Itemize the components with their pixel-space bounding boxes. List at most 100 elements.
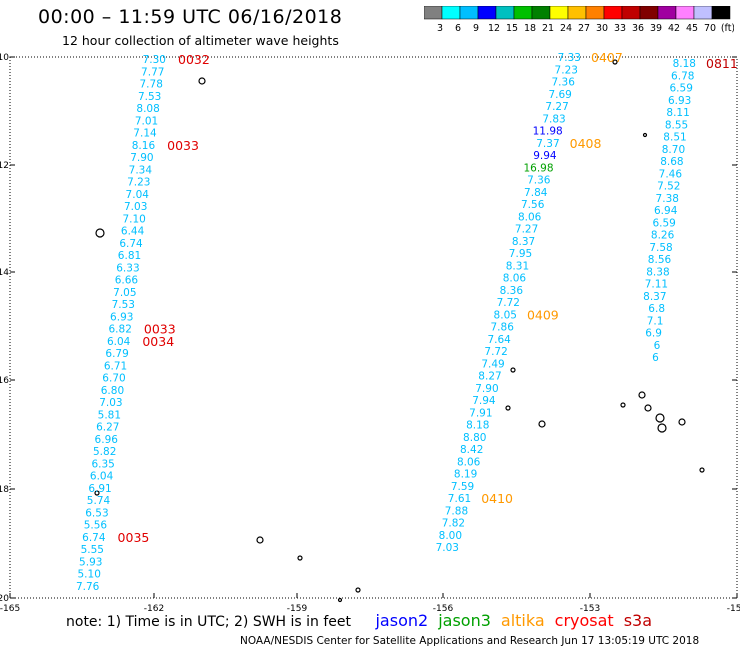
island-outline — [505, 405, 511, 411]
swh-value: 8.51 — [663, 132, 686, 144]
track-track-a: 7.307.777.787.538.087.017.148.167.907.34… — [76, 52, 210, 593]
island-outline — [297, 555, 303, 561]
swh-value: 7.03 — [99, 397, 122, 409]
swh-value: 5.56 — [84, 520, 108, 532]
swh-value: 6.8 — [648, 303, 665, 315]
y-tick-label: -16 — [0, 376, 9, 386]
swh-value: 7.05 — [113, 287, 136, 299]
colorbar-label: 42 — [668, 23, 680, 34]
swh-value: 7.53 — [112, 299, 135, 311]
x-tick-label: -153 — [580, 604, 600, 614]
swh-value: 6.04 — [107, 336, 131, 348]
swh-value: 7.76 — [76, 581, 100, 593]
swh-value: 6.04 — [90, 471, 114, 483]
swh-value: 11.98 — [533, 126, 563, 138]
colorbar-label: (ft) — [721, 23, 734, 34]
swh-value: 5.82 — [93, 446, 116, 458]
swh-value: 8.11 — [666, 107, 689, 119]
x-tick-label: -150 — [727, 604, 740, 614]
y-tick-label: -10 — [0, 53, 9, 63]
island-outline — [620, 402, 626, 408]
swh-value: 6.94 — [654, 205, 678, 217]
swh-value: 8.36 — [500, 285, 524, 297]
swh-value: 8.19 — [454, 469, 477, 481]
legend-note: note: 1) Time is in UTC; 2) SWH is in fe… — [66, 611, 662, 630]
pass-time-label: 0409 — [527, 307, 559, 322]
island-outline — [638, 391, 646, 399]
swh-value: 7.95 — [509, 248, 532, 260]
swh-value: 5.93 — [79, 556, 102, 568]
colorbar-swatch — [711, 6, 731, 20]
y-tick-label: -18 — [0, 485, 9, 495]
swh-value: 6.35 — [91, 458, 114, 470]
island-outline — [95, 228, 105, 238]
swh-value: 7.83 — [542, 113, 565, 125]
swh-value: 8.68 — [660, 156, 683, 168]
swh-value: 6.96 — [95, 434, 119, 446]
x-tick-label: -156 — [433, 604, 454, 614]
swh-value: 9.94 — [533, 150, 557, 162]
x-tick-label: -159 — [287, 604, 308, 614]
colorbar-label: 12 — [488, 23, 500, 34]
swh-value: 7.36 — [527, 175, 551, 187]
swh-value: 7.23 — [555, 64, 578, 76]
swh-value: 6.59 — [670, 83, 693, 95]
colorbar-label: 45 — [686, 23, 698, 34]
island-outline — [699, 467, 705, 473]
map-subtitle: 12 hour collection of altimeter wave hei… — [62, 33, 339, 48]
island-outline — [644, 404, 652, 412]
swh-value: 6.79 — [105, 348, 128, 360]
swh-value: 7.90 — [475, 383, 498, 395]
swh-value: 7.58 — [649, 242, 672, 254]
swh-value: 7.38 — [656, 193, 679, 205]
swh-value: 8.00 — [439, 530, 462, 542]
swh-value: 5.10 — [78, 569, 101, 581]
swh-value: 6.78 — [671, 70, 694, 82]
island-outline — [538, 420, 546, 428]
swh-value: 8.27 — [478, 371, 501, 383]
swh-value: 8.06 — [518, 211, 542, 223]
colorbar-label: 30 — [596, 23, 608, 34]
swh-value: 6.9 — [645, 328, 662, 340]
swh-value: 7.88 — [445, 505, 468, 517]
colorbar-label: 9 — [473, 23, 479, 34]
swh-value: 6.53 — [85, 507, 108, 519]
credit-line: NOAA/NESDIS Center for Satellite Applica… — [240, 635, 700, 647]
satellite-legend-cryosat: cryosat — [554, 611, 614, 630]
swh-value: 7.36 — [552, 77, 576, 89]
swh-value: 7.27 — [515, 224, 538, 236]
plot-border — [9, 56, 738, 599]
colorbar-label: 33 — [614, 23, 626, 34]
swh-value: 6.91 — [88, 483, 111, 495]
map-title: 00:00 – 11:59 UTC 06/16/2018 — [38, 6, 343, 28]
island-outline — [198, 77, 206, 85]
swh-value: 8.06 — [503, 273, 527, 285]
swh-value: 7.94 — [472, 395, 496, 407]
swh-value: 7.33 — [558, 52, 581, 64]
colorbar-label: 3 — [437, 23, 443, 34]
island-outline — [678, 418, 686, 426]
pass-time-label: 0033 — [167, 138, 199, 153]
swh-value: 7.1 — [647, 315, 664, 327]
swh-value: 7.84 — [524, 187, 548, 199]
swh-value: 7.64 — [487, 334, 511, 346]
swh-value: 7.27 — [545, 101, 568, 113]
swh-value: 8.42 — [460, 444, 483, 456]
colorbar-label: 15 — [506, 23, 518, 34]
y-tick-label: -20 — [0, 594, 9, 604]
swh-value: 6.74 — [82, 532, 106, 544]
swh-value: 7.69 — [548, 89, 571, 101]
swh-value: 16.98 — [523, 162, 553, 174]
swh-value: 6.33 — [116, 262, 139, 274]
swh-value: 8.31 — [506, 260, 529, 272]
pass-time-label: 0811 — [706, 56, 738, 71]
x-tick-label: -165 — [0, 604, 20, 614]
swh-value: 7.46 — [659, 168, 683, 180]
swh-value: 5.74 — [87, 495, 111, 507]
swh-value: 7.37 — [536, 138, 559, 150]
colorbar-label: 70 — [704, 23, 716, 34]
swh-value: 7.72 — [497, 297, 520, 309]
swh-value: 8.70 — [662, 144, 685, 156]
swh-value: 7.49 — [481, 358, 504, 370]
swh-value: 8.80 — [463, 432, 486, 444]
